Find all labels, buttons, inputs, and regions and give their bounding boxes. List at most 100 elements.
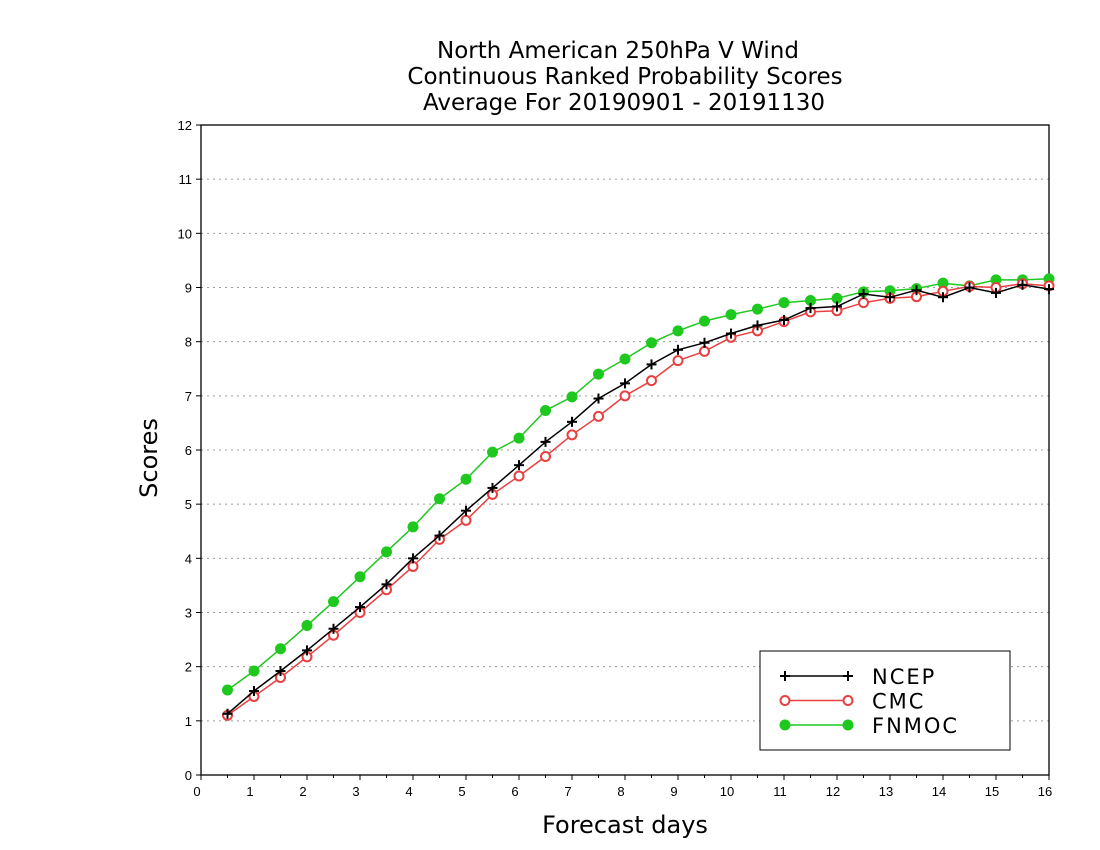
point-ncep-20 (752, 320, 763, 331)
y-tick-label-7: 7 (185, 389, 192, 404)
y-tick-label-6: 6 (185, 443, 192, 458)
legend-marker-left-fnmoc (779, 719, 791, 731)
point-ncep-9 (461, 505, 471, 516)
x-tick-label-2: 2 (299, 784, 306, 799)
point-ncep-6 (381, 579, 392, 590)
x-tick-label-3: 3 (352, 784, 359, 799)
x-tick-label-9: 9 (670, 784, 677, 799)
legend-item-cmc: CMC (779, 690, 925, 714)
point-ncep-16 (646, 359, 657, 370)
x-tick-labels: 0 1 2 3 4 5 6 7 8 9 10 11 12 13 14 15 16 (193, 784, 1052, 799)
point-cmc-11 (513, 470, 525, 482)
series-ncep (222, 279, 1054, 719)
legend-label-fnmoc: FNMOC (872, 714, 959, 738)
legend-marker-right-cmc (842, 695, 854, 706)
point-fnmoc-13 (566, 391, 578, 403)
point-cmc-24 (858, 297, 869, 309)
series-fnmoc (222, 273, 1055, 696)
point-cmc-18 (699, 345, 710, 357)
y-tick-label-12: 12 (178, 118, 192, 133)
legend-marker-left-ncep (780, 671, 790, 681)
point-ncep-14 (593, 393, 604, 404)
point-fnmoc-2 (275, 643, 286, 655)
chart-title-line-2: Continuous Ranked Probability Scores (407, 64, 842, 90)
x-tick-label-4: 4 (405, 784, 412, 799)
point-fnmoc-15 (619, 353, 631, 365)
point-fnmoc-9 (460, 473, 472, 485)
y-tick-label-9: 9 (185, 281, 192, 296)
point-fnmoc-3 (301, 620, 313, 631)
point-cmc-17 (672, 355, 684, 367)
point-fnmoc-10 (487, 446, 498, 458)
legend-label-cmc: CMC (872, 690, 925, 714)
point-fnmoc-14 (593, 368, 604, 380)
point-ncep-22 (805, 303, 816, 314)
point-fnmoc-20 (752, 303, 763, 315)
point-fnmoc-0 (222, 684, 233, 696)
point-ncep-18 (699, 337, 710, 348)
point-ncep-27 (938, 292, 948, 303)
point-fnmoc-16 (646, 337, 657, 349)
x-tick-label-12: 12 (826, 784, 840, 799)
point-fnmoc-1 (248, 665, 260, 677)
point-fnmoc-6 (381, 546, 392, 558)
point-ncep-7 (408, 553, 418, 564)
point-fnmoc-18 (699, 315, 710, 327)
point-fnmoc-4 (328, 596, 339, 608)
data-series (222, 273, 1055, 721)
point-ncep-4 (328, 623, 339, 634)
legend-marker-left-cmc (779, 695, 791, 706)
point-ncep-8 (434, 530, 445, 541)
x-tick-label-6: 6 (511, 784, 518, 799)
point-fnmoc-7 (407, 521, 419, 533)
y-tick-label-0: 0 (185, 768, 192, 783)
chart-title-line-1: North American 250hPa V Wind (437, 38, 799, 64)
point-ncep-23 (832, 301, 842, 312)
x-tick-label-14: 14 (932, 784, 946, 799)
point-ncep-0 (222, 708, 233, 719)
point-fnmoc-21 (778, 297, 790, 309)
point-fnmoc-12 (540, 404, 551, 416)
point-ncep-30 (1017, 279, 1028, 290)
x-tick-label-0: 0 (193, 784, 200, 799)
chart-title-line-3: Average For 20190901 - 20191130 (423, 90, 825, 116)
y-tick-label-2: 2 (185, 660, 192, 675)
point-ncep-2 (275, 666, 286, 676)
legend-item-ncep: NCEP (780, 665, 936, 689)
y-tick-label-8: 8 (185, 335, 192, 350)
x-tick-label-8: 8 (617, 784, 624, 799)
point-fnmoc-17 (672, 325, 684, 337)
axis-ticks (196, 124, 1050, 780)
x-tick-label-10: 10 (720, 784, 734, 799)
y-tick-label-3: 3 (185, 606, 192, 621)
point-fnmoc-11 (513, 432, 525, 444)
point-cmc-13 (566, 429, 578, 441)
x-tick-label-13: 13 (879, 784, 893, 799)
point-ncep-12 (540, 436, 551, 447)
legend-label-ncep: NCEP (872, 665, 936, 689)
x-axis-label: Forecast days (542, 811, 708, 839)
legend-marker-right-fnmoc (842, 719, 854, 731)
x-tick-label-15: 15 (985, 784, 999, 799)
x-tick-label-7: 7 (564, 784, 571, 799)
point-cmc-16 (646, 375, 657, 387)
point-cmc-14 (593, 410, 604, 422)
point-ncep-31 (1044, 284, 1054, 295)
point-ncep-26 (911, 285, 922, 296)
point-ncep-25 (885, 292, 895, 303)
point-ncep-15 (620, 378, 630, 389)
legend-marker-right-ncep (843, 671, 853, 681)
point-fnmoc-5 (354, 571, 366, 583)
y-tick-label-4: 4 (185, 551, 192, 566)
x-tick-label-1: 1 (246, 784, 253, 799)
y-tick-label-10: 10 (178, 226, 192, 241)
point-ncep-13 (567, 416, 577, 427)
y-axis-label: Scores (135, 418, 163, 498)
point-fnmoc-8 (434, 493, 445, 505)
point-cmc-9 (460, 514, 472, 526)
point-fnmoc-19 (725, 309, 737, 321)
x-tick-label-11: 11 (773, 784, 787, 799)
x-tick-label-5: 5 (458, 784, 465, 799)
